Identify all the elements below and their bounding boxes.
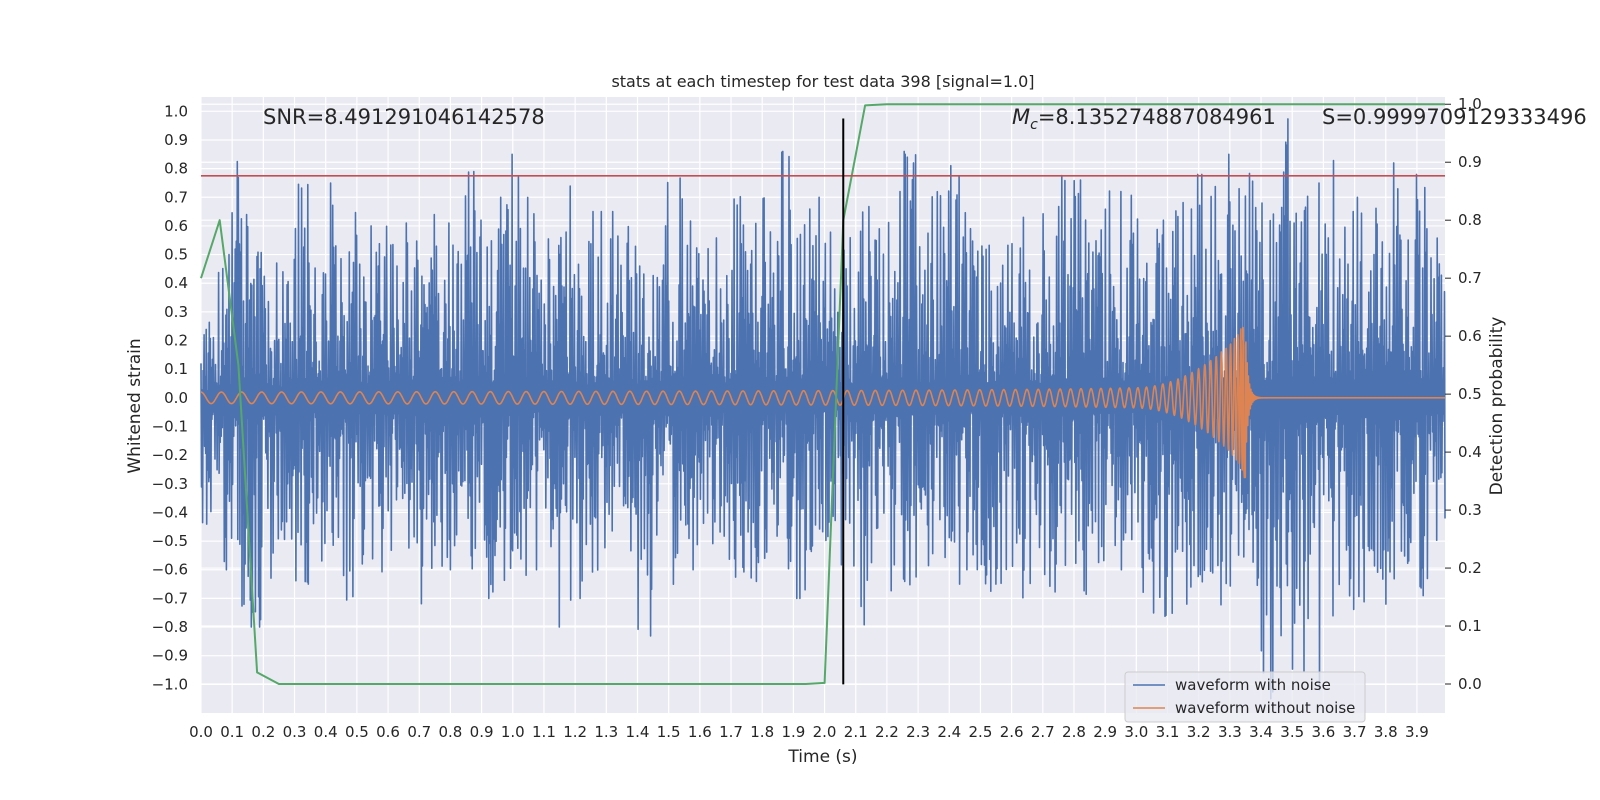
y2-tick-label: 0.9 xyxy=(1458,153,1482,171)
x-tick-label: 3.4 xyxy=(1249,723,1273,741)
y-tick-label: 0.8 xyxy=(164,160,188,178)
y2-tick-label: 0.8 xyxy=(1458,211,1482,229)
x-tick-label: 2.4 xyxy=(937,723,961,741)
x-tick-label: 3.5 xyxy=(1280,723,1304,741)
x-tick-label: 1.3 xyxy=(594,723,618,741)
chirp-mass-value: =8.135274887084961 xyxy=(1038,105,1276,129)
x-tick-label: 0.1 xyxy=(220,723,244,741)
tick-labels: 0.0 0.1 0.2 0.3 0.4 0.5 0.6 0.7 0.8 0.9 1.0 1.1 1.2 1… xyxy=(152,95,1482,741)
x-tick-label: 3.1 xyxy=(1156,723,1180,741)
x-tick-label: 3.2 xyxy=(1187,723,1211,741)
y-tick-label: −0.9 xyxy=(152,647,188,665)
x-tick-label: 2.6 xyxy=(1000,723,1024,741)
y2-tick-label: 0.7 xyxy=(1458,269,1482,287)
chirp-mass-subscript: c xyxy=(1030,117,1038,133)
reference-lines xyxy=(201,118,1445,685)
series-layer xyxy=(200,103,1446,700)
x-tick-label: 3.8 xyxy=(1374,723,1398,741)
x-tick-label: 2.2 xyxy=(875,723,899,741)
series-detection-probability xyxy=(200,103,1445,685)
y2-tick-label: 0.1 xyxy=(1458,617,1482,635)
x-tick-label: 3.3 xyxy=(1218,723,1242,741)
x-tick-label: 0.7 xyxy=(407,723,431,741)
x-axis-label: Time (s) xyxy=(787,747,857,767)
x-tick-label: 3.6 xyxy=(1311,723,1335,741)
legend-label-noise: waveform with noise xyxy=(1175,676,1331,694)
x-tick-label: 0.9 xyxy=(470,723,494,741)
x-tick-label: 2.3 xyxy=(906,723,930,741)
x-tick-label: 3.0 xyxy=(1124,723,1148,741)
y2-axis-label: Detection probability xyxy=(1487,317,1507,496)
y-tick-label: 1.0 xyxy=(164,102,188,120)
x-tick-label: 1.2 xyxy=(563,723,587,741)
y-tick-label: 0.9 xyxy=(164,131,188,149)
y2-tick-label: 1.0 xyxy=(1458,95,1482,113)
y-tick-label: 0.4 xyxy=(164,274,188,292)
detection-score-annotation: S=0.9999709129333496 xyxy=(1322,105,1587,129)
x-tick-label: 2.5 xyxy=(969,723,993,741)
x-tick-label: 0.3 xyxy=(283,723,307,741)
y2-tick-label: 0.6 xyxy=(1458,327,1482,345)
y2-tick-label: 0.0 xyxy=(1458,675,1482,693)
chart-title: stats at each timestep for test data 398… xyxy=(611,72,1034,91)
x-tick-label: 0.2 xyxy=(251,723,275,741)
x-tick-label: 0.5 xyxy=(345,723,369,741)
y-tick-label: 0.6 xyxy=(164,217,188,235)
snr-annotation: SNR=8.491291046142578 xyxy=(263,105,545,129)
x-tick-label: 0.8 xyxy=(438,723,462,741)
y2-tick-label: 0.2 xyxy=(1458,559,1482,577)
x-tick-label: 1.5 xyxy=(657,723,681,741)
x-tick-label: 1.7 xyxy=(719,723,743,741)
y-tick-label: 0.0 xyxy=(164,389,188,407)
y-axis-label: Whitened strain xyxy=(125,338,145,473)
y-tick-label: 0.5 xyxy=(164,246,188,264)
x-tick-label: 1.1 xyxy=(532,723,556,741)
y-tick-label: −0.6 xyxy=(152,561,188,579)
y-tick-label: −0.8 xyxy=(152,618,188,636)
x-tick-label: 2.7 xyxy=(1031,723,1055,741)
y-tick-label: −0.2 xyxy=(152,446,188,464)
x-tick-label: 1.8 xyxy=(750,723,774,741)
y2-tick-label: 0.3 xyxy=(1458,501,1482,519)
y-tick-label: −0.7 xyxy=(152,589,188,607)
legend-box xyxy=(1124,671,1366,723)
x-tick-label: 3.7 xyxy=(1343,723,1367,741)
legend-label-clean: waveform without noise xyxy=(1175,699,1355,717)
y-tick-label: −1.0 xyxy=(152,675,188,693)
legend: waveform with noise waveform without noi… xyxy=(1124,671,1366,723)
y-tick-label: −0.3 xyxy=(152,475,188,493)
y-tick-label: 0.2 xyxy=(164,332,188,350)
y2-tick-label: 0.5 xyxy=(1458,385,1482,403)
y2-tick-label: 0.4 xyxy=(1458,443,1482,461)
x-tick-label: 2.1 xyxy=(844,723,868,741)
x-tick-label: 1.4 xyxy=(626,723,650,741)
y-tick-label: 0.7 xyxy=(164,188,188,206)
y-tick-label: −0.5 xyxy=(152,532,188,550)
x-tick-label: 1.0 xyxy=(501,723,525,741)
x-tick-label: 2.0 xyxy=(813,723,837,741)
x-tick-label: 2.8 xyxy=(1062,723,1086,741)
x-tick-label: 0.4 xyxy=(314,723,338,741)
x-tick-label: 2.9 xyxy=(1093,723,1117,741)
y-tick-label: −0.1 xyxy=(152,417,188,435)
y-tick-label: 0.1 xyxy=(164,360,188,378)
x-tick-label: 1.6 xyxy=(688,723,712,741)
y-tick-label: −0.4 xyxy=(152,503,188,521)
y-tick-label: 0.3 xyxy=(164,303,188,321)
chirp-mass-symbol: M xyxy=(1012,105,1030,129)
x-tick-label: 3.9 xyxy=(1405,723,1429,741)
chirp-mass-annotation: Mc=8.135274887084961 xyxy=(1012,105,1276,133)
x-tick-label: 0.6 xyxy=(376,723,400,741)
x-tick-label: 0.0 xyxy=(189,723,213,741)
x-tick-label: 1.9 xyxy=(781,723,805,741)
series-waveform-without-noise xyxy=(200,326,1446,479)
